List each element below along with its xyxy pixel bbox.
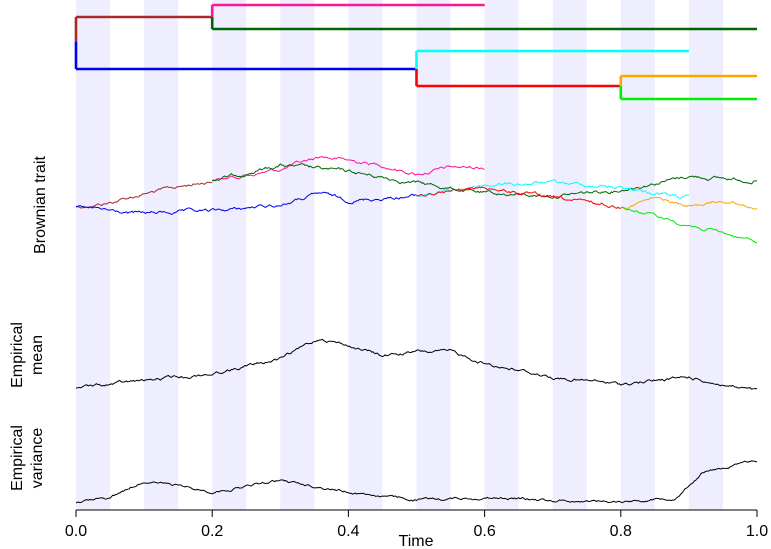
x-tick-label-4: 0.8 (610, 523, 632, 540)
x-tick-label-5: 1.0 (746, 523, 768, 540)
brownian-series-4 (416, 179, 690, 199)
shaded-band-1 (144, 0, 179, 510)
brownian-series-5 (416, 186, 621, 210)
brownian-trait-ylabel: Brownian trait (32, 156, 49, 254)
shaded-band-3 (280, 0, 315, 510)
brownian-series-7 (620, 206, 758, 244)
brownian-series-2 (212, 163, 758, 199)
x-tick-label-2: 0.4 (337, 523, 359, 540)
phylogenetic-tree (74, 3, 757, 101)
x-tick-label-3: 0.6 (473, 523, 495, 540)
x-axis-label: Time (399, 533, 434, 549)
shaded-band-6 (484, 0, 519, 510)
shaded-bands (76, 0, 723, 510)
shaded-band-9 (688, 0, 723, 510)
shaded-band-4 (348, 0, 383, 510)
x-tick-label-1: 0.2 (201, 523, 223, 540)
x-tick-label-0: 0.0 (65, 523, 87, 540)
empirical-variance-panel (75, 460, 758, 504)
empirical-variance-ylabel-line2: variance (29, 428, 46, 489)
empirical-mean-ylabel: Empirical (9, 322, 26, 388)
shaded-band-7 (552, 0, 587, 510)
brownian-series-3 (75, 191, 417, 215)
empirical-mean-panel (75, 338, 758, 390)
empirical-mean-ylabel-line2: mean (29, 335, 46, 375)
empirical-variance-line (75, 460, 758, 504)
shaded-band-2 (212, 0, 247, 510)
shaded-band-8 (620, 0, 655, 510)
brownian-series-0 (75, 181, 213, 209)
shaded-band-0 (76, 0, 111, 510)
brownian-series-1 (211, 156, 485, 182)
empirical-variance-ylabel: Empirical (9, 425, 26, 491)
brownian-series-6 (620, 196, 758, 210)
empirical-mean-line (75, 338, 758, 390)
shaded-band-5 (416, 0, 451, 510)
x-axis: 0.0 0.2 0.4 0.6 0.8 1.0 (65, 509, 768, 540)
brownian-trait-panel (75, 156, 758, 244)
